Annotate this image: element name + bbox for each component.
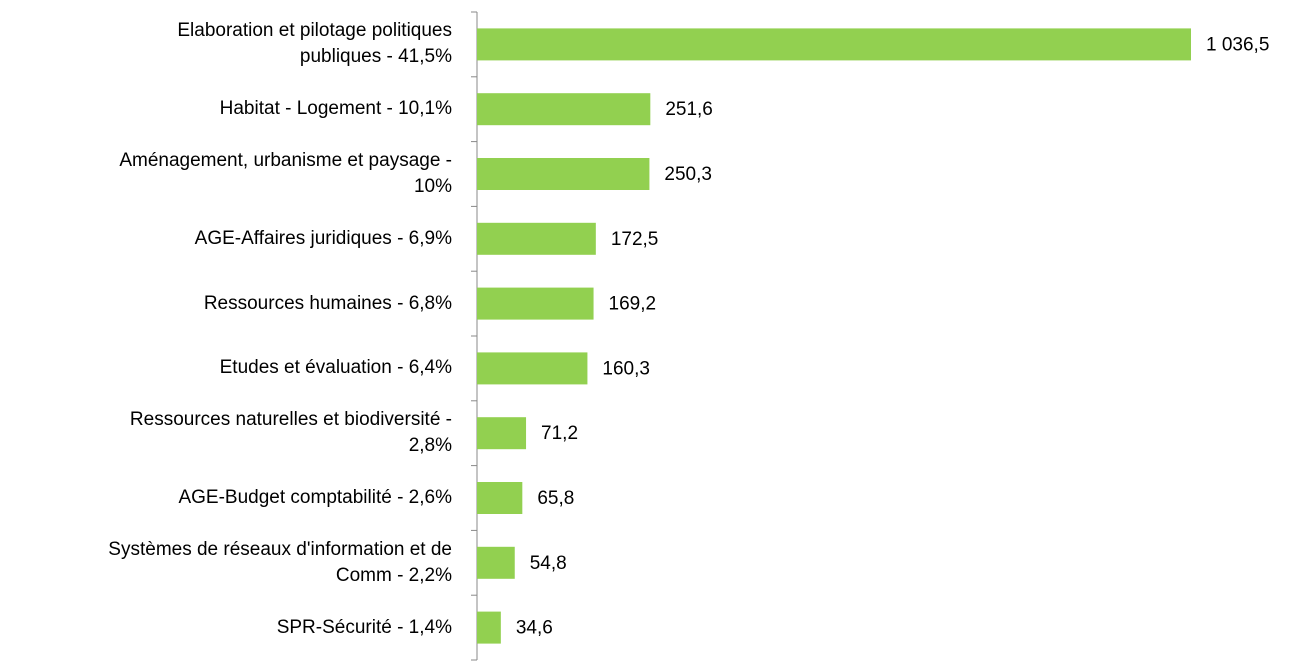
bar [477,287,594,320]
bar [477,93,651,126]
value-label: 54,8 [530,553,567,574]
category-label: Ressources naturelles et biodiversité - … [129,409,452,457]
category-label: Etudes et évaluation - 6,4% [219,357,452,379]
category-label: Aménagement, urbanisme et paysage - 10% [119,150,452,197]
category-label: Habitat - Logement - 10,1% [219,98,452,120]
category-label: Elaboration et pilotage politiques publi… [177,20,452,68]
value-label: 34,6 [516,618,553,639]
bar [477,222,596,255]
value-label: 65,8 [537,488,574,509]
value-label: 169,2 [609,294,657,315]
bar [477,158,650,190]
category-label: Ressources humaines - 6,8% [203,292,452,314]
bar [477,417,527,450]
value-label: 251,6 [665,99,713,120]
category-label: SPR-Sécurité - 1,4% [276,616,452,638]
bar [477,546,515,579]
category-label: AGE-Budget comptabilité - 2,6% [178,487,452,508]
value-label: 172,5 [611,229,659,250]
value-label: 1 036,5 [1206,34,1269,55]
value-label: 250,3 [664,164,712,185]
value-label: 160,3 [602,358,650,379]
category-label: Systèmes de réseaux d'information et de … [108,538,452,586]
bar [477,482,523,514]
value-label: 71,2 [541,423,578,444]
bar [477,611,501,644]
bar [477,28,1191,61]
bar [477,352,588,385]
category-label: AGE-Affaires juridiques - 6,9% [194,227,452,249]
